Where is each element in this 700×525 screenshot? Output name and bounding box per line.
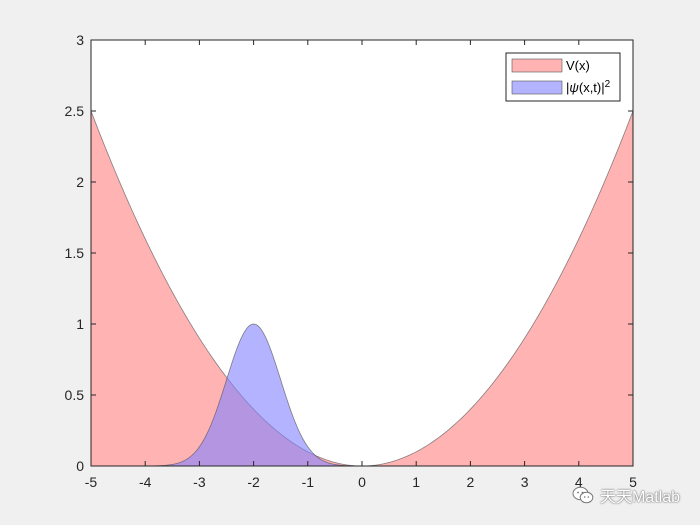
legend-label-probability: |ψ(x,t)|2: [566, 79, 611, 96]
y-tick-label: 1.5: [65, 245, 85, 261]
x-tick-label: -3: [193, 474, 206, 490]
x-tick-label: -5: [85, 474, 98, 490]
legend-swatch-potential: [511, 58, 563, 73]
x-tick-label: -1: [302, 474, 315, 490]
legend-label-exponent: 2: [605, 79, 611, 90]
y-tick-label: 0.5: [65, 387, 85, 403]
x-tick-label: 0: [358, 474, 366, 490]
legend: V(x) |ψ(x,t)|2: [505, 52, 621, 102]
y-tick-label: 2.5: [65, 103, 85, 119]
legend-label-psi: ψ: [569, 80, 579, 95]
y-tick-label: 0: [76, 458, 84, 474]
y-tick-label: 1: [76, 316, 84, 332]
legend-label-args: (x,t)|: [579, 80, 605, 95]
y-tick-label: 2: [76, 174, 84, 190]
x-tick-label: -2: [247, 474, 260, 490]
legend-label-potential: V(x): [566, 58, 590, 73]
legend-swatch-probability: [511, 80, 563, 95]
watermark-text: 天天Matlab: [599, 489, 680, 506]
ticks-layer: -5 -4 -3 -2 -1 0 1 2 3 4 5 0 0.5 1 1.5 2 2.5 3: [65, 32, 638, 490]
x-tick-label: -4: [139, 474, 152, 490]
x-tick-label: 1: [412, 474, 420, 490]
x-tick-label: 5: [629, 474, 637, 490]
x-tick-label: 4: [575, 474, 583, 490]
x-tick-label: 2: [467, 474, 475, 490]
legend-label-bar: |: [566, 80, 569, 95]
watermark: 天天Matlab: [572, 483, 680, 507]
x-tick-label: 3: [521, 474, 529, 490]
wechat-icon: [572, 486, 594, 504]
y-tick-label: 3: [76, 32, 84, 48]
series-probability-area: [144, 323, 363, 467]
